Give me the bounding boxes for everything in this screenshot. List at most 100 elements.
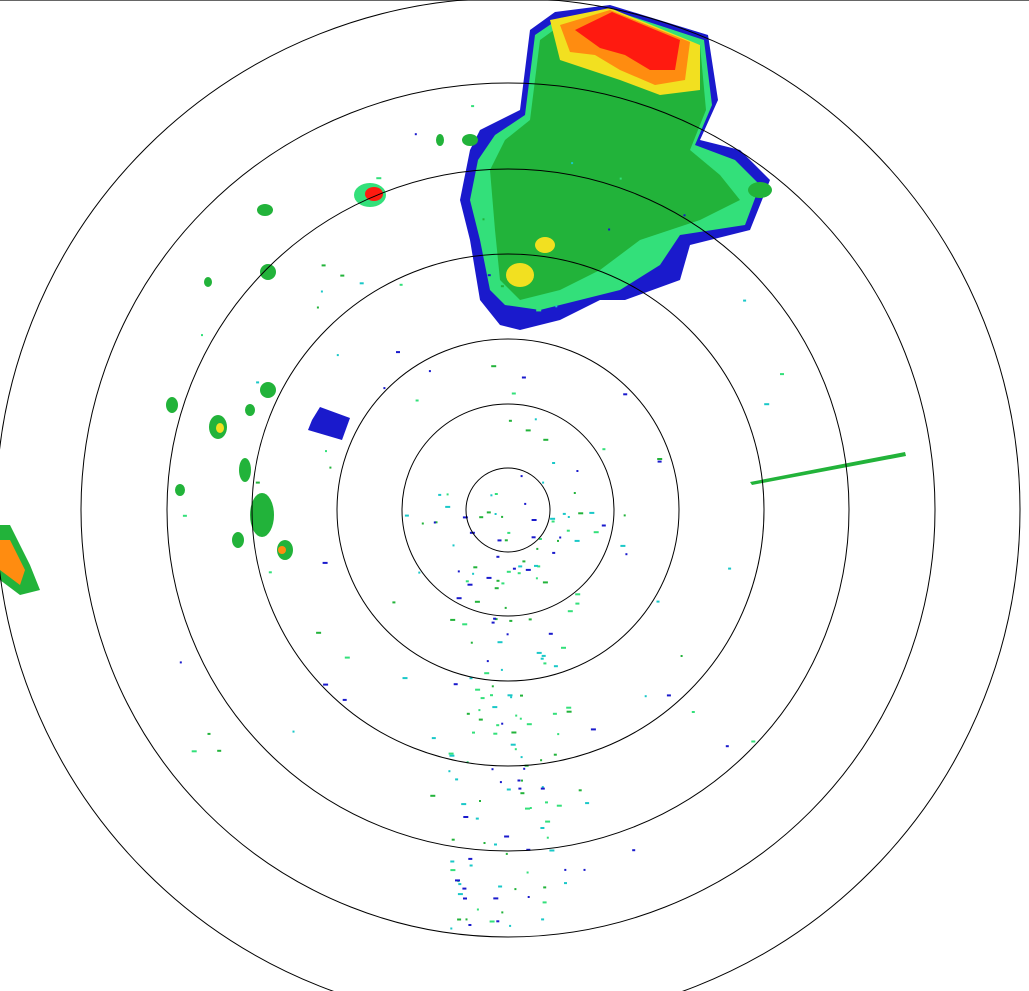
clutter-dot — [455, 778, 459, 781]
clutter-dot — [515, 714, 518, 717]
range-ring-6 — [80, 82, 936, 938]
clutter-dot — [451, 838, 455, 841]
clutter-dot — [446, 493, 449, 496]
clutter-dot — [448, 752, 454, 755]
clutter-dot — [494, 190, 499, 193]
clutter-dot — [553, 753, 557, 756]
clutter-dot — [501, 911, 504, 914]
clutter-dot — [471, 105, 475, 108]
clutter-dot — [656, 600, 660, 603]
clutter-dot — [450, 927, 453, 930]
clutter-dot — [540, 787, 545, 790]
clutter-dot — [593, 531, 599, 534]
clutter-dot — [543, 438, 549, 441]
clutter-dot — [479, 800, 481, 802]
clutter-dot — [268, 571, 272, 574]
clutter-dot — [567, 610, 573, 613]
clutter-dot — [657, 458, 663, 460]
clutter-dot — [494, 587, 499, 590]
clutter-dot — [525, 807, 530, 810]
clutter-dot — [463, 816, 469, 818]
clutter-dot — [520, 792, 525, 795]
clutter-dot — [520, 475, 523, 478]
clutter-dot — [191, 750, 197, 753]
clutter-dot — [494, 493, 498, 495]
clutter-dot — [567, 516, 570, 518]
clutter-dot — [528, 618, 532, 621]
echo-cell — [257, 204, 273, 216]
clutter-dot — [566, 706, 572, 709]
clutter-dot — [421, 522, 424, 525]
clutter-dot — [589, 511, 595, 514]
clutter-dot — [509, 924, 512, 927]
clutter-dot — [743, 299, 747, 302]
clutter-dot — [480, 697, 485, 700]
clutter-dot — [456, 597, 462, 600]
clutter-dot — [376, 177, 382, 180]
clutter-dot — [458, 883, 462, 886]
clutter-dot — [493, 617, 497, 620]
clutter-dot — [511, 392, 516, 395]
clutter-dot — [590, 728, 596, 731]
clutter-dot — [546, 836, 549, 839]
clutter-dot — [499, 781, 502, 784]
clutter-dot — [542, 581, 548, 584]
clutter-dot — [463, 897, 467, 900]
clutter-dot — [501, 722, 504, 725]
clutter-dot — [538, 538, 542, 540]
clutter-dot — [497, 539, 502, 542]
clutter-dot — [179, 661, 182, 664]
clutter-dot — [553, 665, 558, 668]
clutter-dot — [551, 520, 555, 523]
clutter-dot — [476, 908, 479, 911]
clutter-dot — [578, 512, 584, 515]
clutter-dot — [527, 896, 530, 898]
range-ring-5 — [166, 168, 850, 852]
clutter-dot — [470, 641, 473, 644]
clutter-dot — [217, 749, 222, 752]
clutter-dot — [475, 688, 481, 691]
clutter-dot — [494, 843, 497, 846]
clutter-dot — [414, 133, 417, 136]
clutter-dot — [472, 572, 475, 575]
clutter-dot — [523, 767, 526, 770]
echo-cell — [166, 397, 178, 413]
clutter-dot — [438, 493, 442, 496]
clutter-dot — [601, 524, 606, 527]
echo-cell — [204, 277, 212, 287]
echo-cell — [250, 493, 274, 537]
clutter-dot — [494, 513, 497, 515]
clutter-dot — [445, 505, 451, 508]
clutter-dot — [545, 820, 551, 823]
clutter-dot — [501, 582, 505, 585]
clutter-dot — [486, 511, 491, 514]
clutter-dot — [691, 711, 695, 713]
clutter-dot — [548, 121, 554, 124]
clutter-dot — [507, 694, 513, 697]
clutter-dot — [486, 576, 492, 579]
clutter-dot — [433, 521, 436, 524]
clutter-dot — [562, 512, 566, 515]
echo-cell — [260, 264, 276, 280]
clutter-dot — [619, 177, 622, 180]
clutter-dot — [564, 868, 567, 871]
clutter-dot — [531, 536, 536, 539]
clutter-dot — [325, 450, 327, 453]
clutter-dot — [537, 565, 541, 568]
clutter-dot — [504, 835, 510, 838]
clutter-dot — [552, 551, 556, 554]
clutter-dot — [575, 602, 580, 605]
clutter-dot — [496, 555, 500, 558]
clutter-dot — [450, 869, 456, 872]
clutter-dot — [519, 717, 522, 720]
clutter-dot — [575, 593, 581, 596]
clutter-dot — [550, 517, 556, 520]
clutter-dot — [521, 779, 523, 782]
clutter-dot — [506, 570, 511, 573]
clutter-dot — [469, 864, 473, 867]
clutter-dot — [322, 561, 328, 564]
clutter-dot — [342, 698, 347, 701]
clutter-dot — [201, 334, 203, 337]
clutter-dot — [483, 842, 486, 844]
